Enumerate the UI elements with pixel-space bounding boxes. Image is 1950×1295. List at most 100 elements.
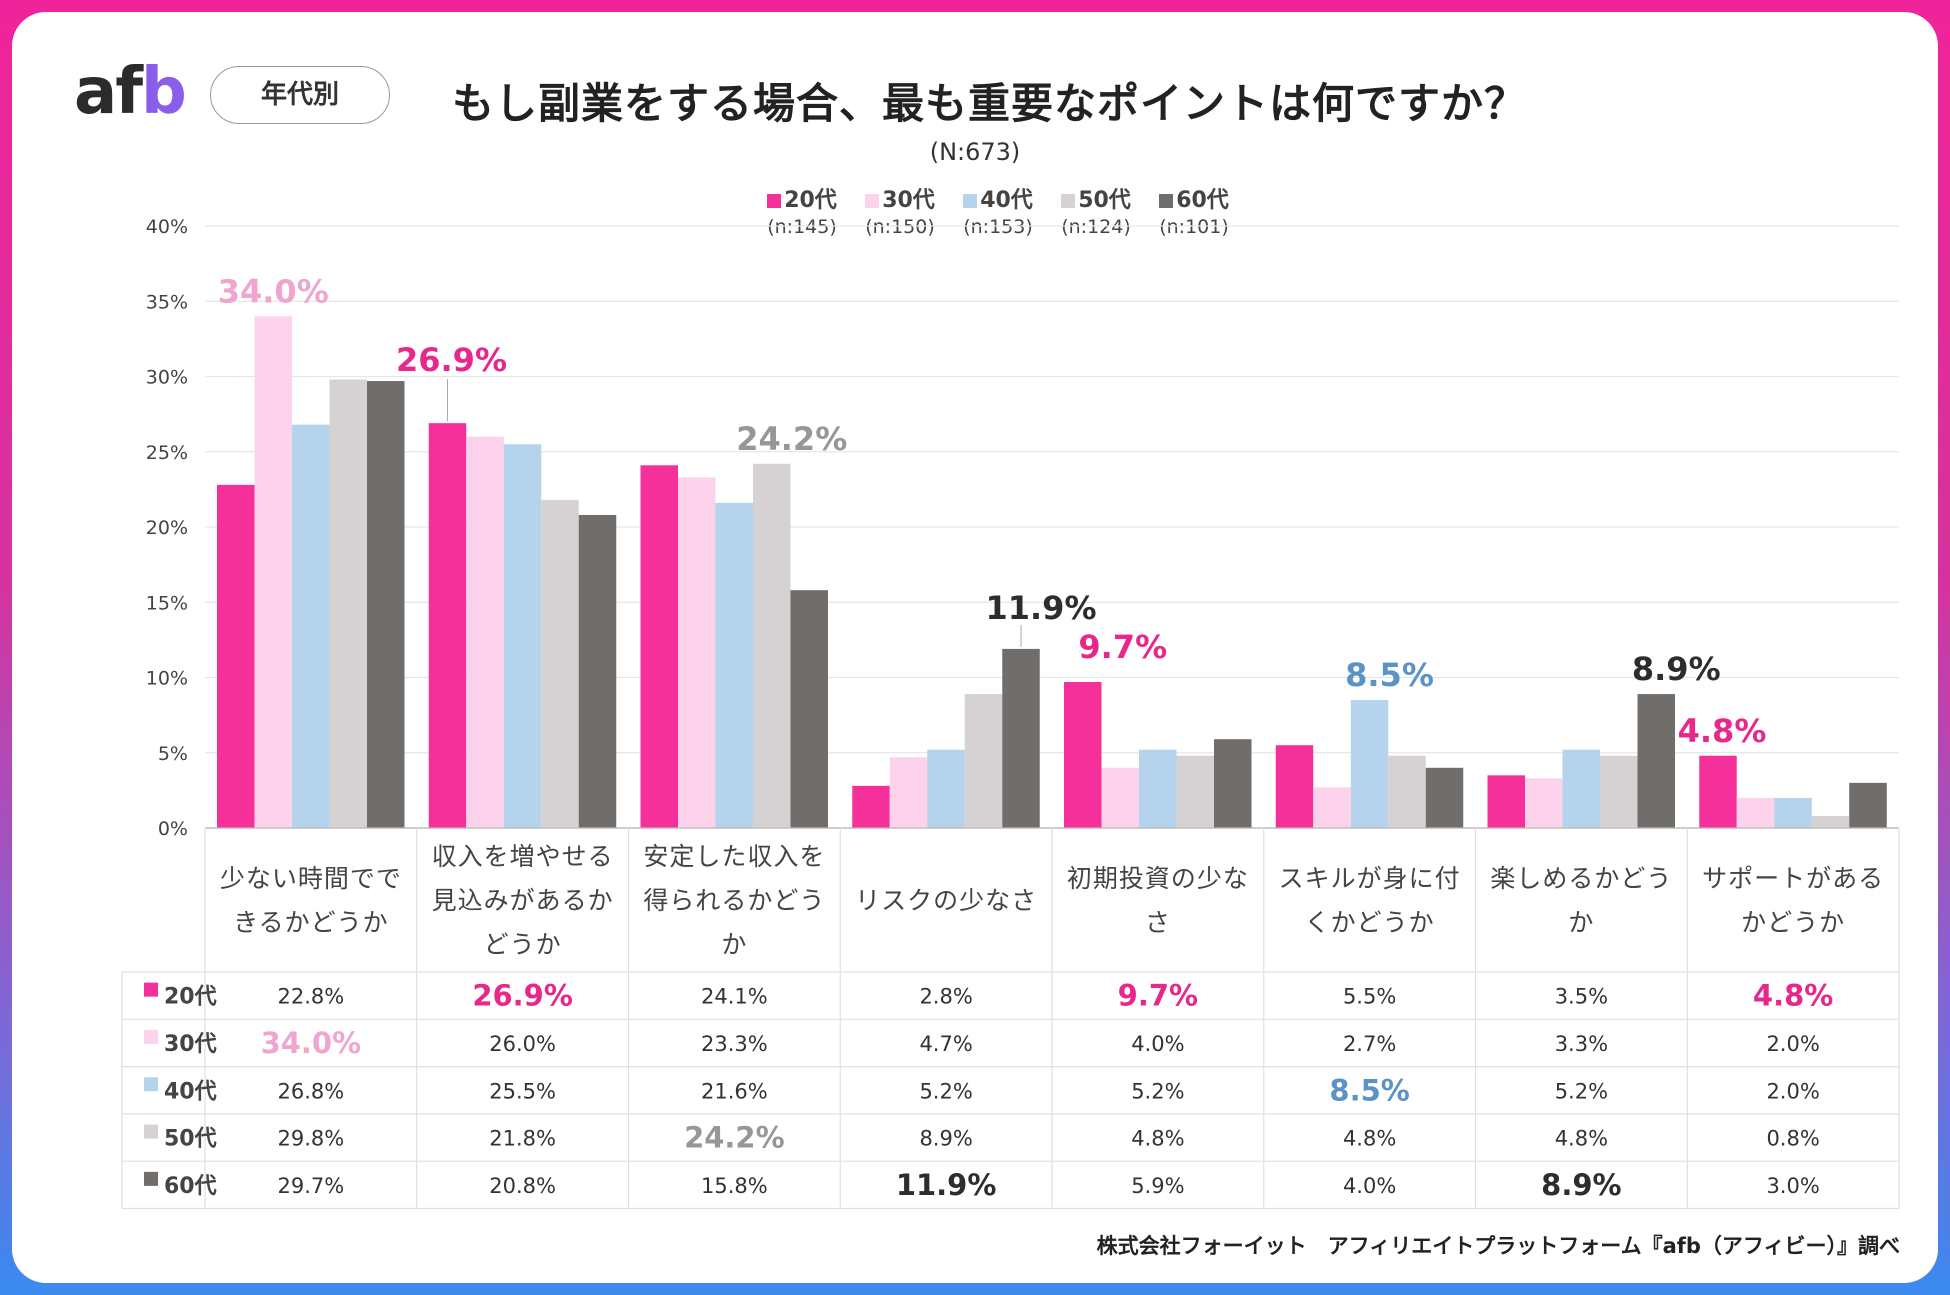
bar-30代-2 bbox=[678, 477, 716, 828]
category-label: 収入を増やせる bbox=[432, 842, 614, 871]
table-cell: 24.1% bbox=[701, 985, 768, 1009]
legend-swatch bbox=[1061, 193, 1076, 208]
bar-30代-3 bbox=[889, 757, 928, 828]
row-swatch bbox=[144, 1124, 158, 1139]
bar-20代-4 bbox=[1064, 682, 1102, 828]
legend-item-30s: 30代 (n:150) bbox=[865, 188, 935, 238]
category-label: 安定した収入を bbox=[643, 842, 825, 871]
row-label: 40代 bbox=[164, 1079, 217, 1104]
category-label: リスクの少なさ bbox=[855, 886, 1037, 915]
table-cell-highlight: 8.5% bbox=[1329, 1073, 1409, 1107]
table-cell-highlight: 11.9% bbox=[896, 1168, 997, 1202]
row-label: 20代 bbox=[164, 985, 217, 1010]
bar-60代-0 bbox=[367, 381, 405, 828]
bar-20代-2 bbox=[640, 465, 678, 828]
table-cell: 5.9% bbox=[1131, 1174, 1184, 1198]
table-cell-highlight: 9.7% bbox=[1118, 979, 1198, 1013]
bar-40代-6 bbox=[1562, 749, 1600, 828]
bar-50代-1 bbox=[541, 499, 579, 828]
sample-size: (N:673) bbox=[929, 138, 1021, 166]
y-tick-label: 35% bbox=[146, 291, 188, 313]
category-label: 得られるかどう bbox=[643, 886, 825, 915]
legend-item-60s: 60代 (n:101) bbox=[1159, 188, 1229, 238]
y-tick-label: 30% bbox=[146, 367, 188, 389]
table-cell-highlight: 24.2% bbox=[684, 1121, 785, 1155]
bar-40代-5 bbox=[1350, 700, 1389, 828]
category-label: スキルが身に付 bbox=[1279, 864, 1461, 893]
row-swatch bbox=[144, 1077, 158, 1092]
legend-item-50s: 50代 (n:124) bbox=[1061, 188, 1131, 238]
row-label: 60代 bbox=[164, 1174, 217, 1199]
table-cell: 5.2% bbox=[1131, 1079, 1184, 1103]
table-cell: 5.2% bbox=[919, 1079, 972, 1103]
bar-50代-4 bbox=[1176, 755, 1214, 828]
y-tick-label: 15% bbox=[146, 592, 188, 614]
legend-swatch bbox=[767, 193, 782, 208]
table-cell: 21.6% bbox=[701, 1079, 768, 1103]
bar-40代-7 bbox=[1774, 797, 1812, 828]
bar-60代-2 bbox=[790, 590, 828, 828]
category-label: かどうか bbox=[1741, 908, 1845, 937]
table-cell: 4.8% bbox=[1343, 1127, 1396, 1151]
table-cell: 0.8% bbox=[1766, 1127, 1819, 1151]
bar-20代-6 bbox=[1487, 775, 1525, 828]
segment-badge: 年代別 bbox=[210, 66, 390, 124]
table-cell-highlight: 8.9% bbox=[1541, 1168, 1621, 1202]
y-tick-label: 10% bbox=[146, 668, 188, 690]
bar-30代-7 bbox=[1736, 797, 1775, 828]
legend-swatch bbox=[865, 193, 880, 208]
bar-20代-7 bbox=[1699, 755, 1737, 828]
annotation-label: 8.5% bbox=[1345, 656, 1434, 694]
row-swatch bbox=[144, 982, 158, 997]
bar-60代-4 bbox=[1214, 739, 1252, 828]
y-tick-label: 40% bbox=[146, 216, 188, 238]
table-cell: 3.0% bbox=[1766, 1174, 1819, 1198]
table-cell: 4.7% bbox=[919, 1032, 972, 1056]
table-cell: 21.8% bbox=[489, 1127, 556, 1151]
y-tick-label: 5% bbox=[158, 743, 188, 765]
table-cell: 23.3% bbox=[701, 1032, 768, 1056]
row-label: 50代 bbox=[164, 1127, 217, 1152]
bar-30代-6 bbox=[1525, 778, 1563, 828]
table-cell: 20.8% bbox=[489, 1174, 556, 1198]
bar-20代-0 bbox=[217, 484, 255, 828]
y-tick-label: 25% bbox=[146, 442, 188, 464]
category-label: か bbox=[721, 930, 747, 959]
table-cell: 4.0% bbox=[1343, 1174, 1396, 1198]
bar-50代-6 bbox=[1600, 755, 1638, 828]
table-cell: 2.0% bbox=[1766, 1032, 1819, 1056]
bar-40代-3 bbox=[927, 749, 965, 828]
bar-50代-0 bbox=[329, 379, 367, 828]
y-tick-label: 0% bbox=[158, 818, 188, 840]
table-cell: 4.8% bbox=[1131, 1127, 1184, 1151]
bar-chart: 0% 5% 10% 15% 20% 25% 30% 35% 40% 34.0% 26.9% 24.2%… bbox=[121, 216, 1900, 1210]
table-cell: 29.7% bbox=[278, 1174, 345, 1198]
row-label: 30代 bbox=[164, 1032, 217, 1057]
bar-30代-5 bbox=[1313, 787, 1351, 828]
annotation-label: 8.9% bbox=[1632, 650, 1721, 688]
bar-20代-3 bbox=[852, 785, 890, 828]
legend-swatch bbox=[963, 193, 978, 208]
bar-60代-5 bbox=[1425, 767, 1464, 828]
bar-50代-3 bbox=[964, 694, 1003, 828]
y-tick-label: 20% bbox=[146, 517, 188, 539]
table-cell: 29.8% bbox=[278, 1127, 345, 1151]
category-label: 少ない時間でで bbox=[220, 864, 402, 893]
bar-30代-4 bbox=[1101, 767, 1139, 828]
bar-60代-3 bbox=[1002, 648, 1040, 828]
annotation-label: 4.8% bbox=[1678, 712, 1767, 750]
category-label: きるかどうか bbox=[233, 908, 389, 937]
annotation-label: 9.7% bbox=[1078, 628, 1167, 666]
annotation-label: 24.2% bbox=[736, 420, 847, 458]
table-cell: 5.2% bbox=[1555, 1079, 1608, 1103]
bar-50代-7 bbox=[1811, 815, 1850, 828]
category-label: どうか bbox=[484, 930, 562, 959]
bar-60代-1 bbox=[578, 514, 617, 828]
chart-title: もし副業をする場合、最も重要なポイントは何ですか？ bbox=[452, 79, 1528, 128]
bar-40代-1 bbox=[503, 444, 542, 828]
table-cell: 2.7% bbox=[1343, 1032, 1396, 1056]
category-label: くかどうか bbox=[1305, 908, 1435, 937]
legend-swatch bbox=[1159, 193, 1174, 208]
annotation-label: 11.9% bbox=[985, 589, 1096, 627]
table-cell: 25.5% bbox=[489, 1079, 556, 1103]
